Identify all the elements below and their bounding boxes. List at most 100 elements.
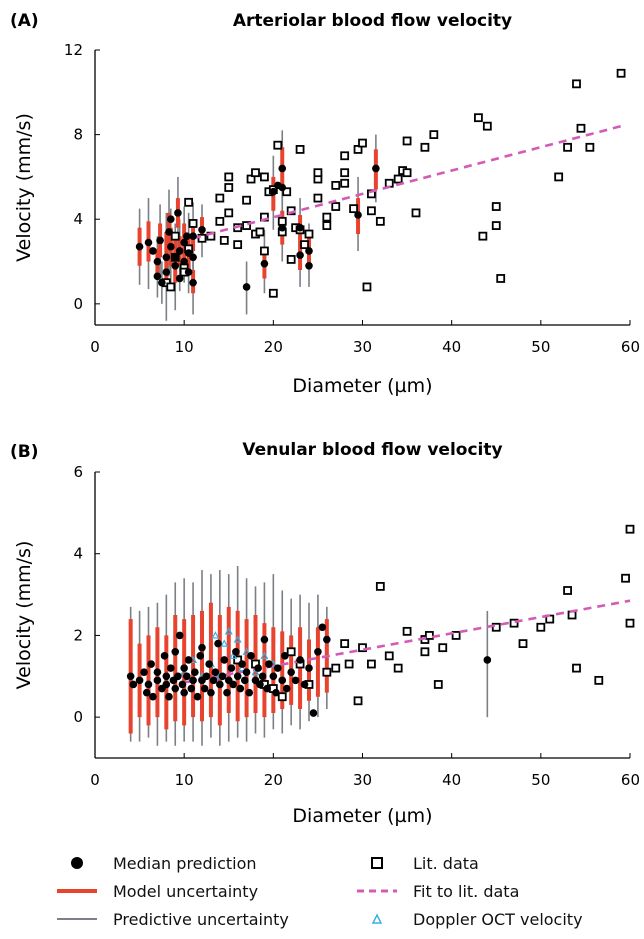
- panel-b-lit-data-point: [286, 647, 296, 657]
- panel-a-median-point: [296, 223, 304, 232]
- panel-a-lit-data-point: [491, 221, 501, 230]
- panel-a-lit-data-point: [268, 288, 278, 298]
- panel-b-doppler-point: [242, 647, 251, 655]
- panel-b-median-point: [229, 680, 238, 689]
- panel-b-lit-data-point: [277, 692, 287, 702]
- panel-b-median-point: [180, 688, 188, 697]
- panel-b-median-point: [193, 692, 202, 701]
- panel-a-median-point: [135, 242, 144, 251]
- panel-b-x-tick-label: 20: [264, 771, 283, 789]
- panel-b-median-point: [196, 652, 205, 660]
- panel-a-lit-data-point: [166, 282, 176, 292]
- panel-b-median-point: [166, 664, 175, 672]
- panel-a-lit-data-point: [358, 138, 367, 148]
- panel-a-lit-data-point: [277, 216, 287, 226]
- panel-a-median-point: [305, 261, 313, 270]
- panel-b-median-point: [200, 684, 209, 693]
- panel-a-median-point: [166, 242, 175, 251]
- panel-a-lit-data-point: [563, 142, 572, 152]
- panel-a-lit-data-point: [246, 174, 256, 184]
- panel-b-median-point: [220, 656, 229, 664]
- panel-a-lit-data-point: [349, 204, 358, 214]
- legend-item-fit: Fit to lit. data: [355, 879, 519, 903]
- panel-a-lit-data-point: [184, 197, 194, 207]
- panel-a-median-point: [153, 257, 162, 266]
- panel-b-median-point: [184, 656, 193, 664]
- panel-a-lit-data-point: [224, 183, 234, 192]
- panel-b-doppler-point: [229, 651, 238, 659]
- panel-a-median-point: [171, 261, 180, 270]
- panel-a-lit-data-point: [411, 208, 421, 218]
- panel-a-median-point: [242, 283, 251, 291]
- panel-b-lit-data-point: [451, 631, 461, 640]
- panel-b-median-point: [309, 709, 318, 717]
- panel-a-lit-data-point: [393, 174, 403, 184]
- panel-b-median-point: [171, 684, 180, 693]
- panel-a-fit-line: [192, 124, 622, 240]
- legend-item-model-uncertainty: Model uncertainty: [55, 879, 258, 903]
- panel-a-median-point: [189, 253, 197, 262]
- panel-a-median-point: [162, 253, 171, 262]
- panel-a-lit-data-point: [331, 180, 341, 190]
- panel-b-median-point: [202, 672, 211, 681]
- panel-a-lit-data-point: [331, 202, 341, 211]
- panel-b-lit-data-point: [322, 667, 332, 677]
- panel-a-lit-data-point: [233, 240, 243, 250]
- panel-a-median-point: [183, 232, 191, 240]
- panel-b-median-point: [218, 672, 227, 681]
- panel-a-median-point: [156, 236, 164, 245]
- panel-a-median-point: [171, 253, 180, 262]
- panel-a-median-point: [166, 215, 175, 224]
- legend-label: Doppler OCT velocity: [413, 909, 583, 929]
- panel-b-lit-data-point: [518, 639, 528, 648]
- panel-b-median-point: [153, 668, 162, 676]
- panel-b-lit-data-point: [621, 573, 630, 583]
- panel-a-median-point: [260, 259, 269, 268]
- panel-b-median-point: [265, 660, 273, 668]
- panel-b-y-tick-label: 0: [73, 708, 83, 726]
- panel-a-median-point: [296, 251, 304, 259]
- panel-b-median-point: [140, 668, 148, 676]
- panel-b-doppler-point: [260, 651, 269, 659]
- panel-b-median-point: [187, 684, 196, 693]
- panel-b-lit-data-point: [344, 659, 354, 669]
- panel-b-title: Venular blood flow velocity: [242, 440, 502, 460]
- panel-a-lit-data-point: [170, 231, 180, 241]
- panel-b-median-point: [189, 676, 197, 685]
- panel-a-lit-data-point: [340, 178, 350, 188]
- panel-a-lit-data-point: [286, 255, 296, 264]
- panel-b-x-tick-label: 30: [353, 771, 372, 789]
- panel-b-median-point: [153, 676, 162, 685]
- panel-a-x-tick-label: 10: [175, 338, 194, 356]
- panel-a-lit-data-point: [572, 79, 581, 89]
- panel-a-median-point: [189, 278, 197, 287]
- panel-b-median-point: [247, 652, 255, 660]
- panel-b-median-point: [318, 623, 327, 632]
- legend: Median prediction Model uncertainty Pred…: [0, 845, 644, 939]
- panel-b-lit-data-point: [393, 663, 403, 673]
- panel-b-median-point: [254, 664, 262, 672]
- panel-b-median-point: [211, 668, 220, 676]
- panel-a-x-tick-label: 20: [264, 338, 283, 356]
- panel-b-doppler-point: [238, 663, 247, 672]
- panel-b-lit-data-point: [402, 626, 412, 636]
- panel-b-median-point: [162, 672, 171, 681]
- panel-b-median-point: [147, 660, 155, 668]
- panel-b-median-point: [287, 668, 295, 676]
- panel-b-doppler-point: [251, 667, 260, 676]
- panel-b-lit-data-point: [509, 618, 519, 628]
- panel-b-lit-data-point: [331, 663, 341, 673]
- panel-b-median-point: [191, 668, 199, 676]
- open-square-icon: [355, 853, 399, 873]
- panel-a-median-point: [162, 268, 171, 276]
- legend-label: Model uncertainty: [113, 881, 259, 901]
- panel-b-median-point: [174, 672, 182, 681]
- panel-b-x-tick-label: 50: [531, 771, 550, 789]
- panel-b-fit-line: [183, 599, 631, 684]
- panel-b-label: (B): [10, 442, 39, 462]
- panel-a-lit-data-point: [251, 168, 260, 178]
- panel-b-median-point: [269, 672, 278, 681]
- panel-b-median-point: [245, 688, 254, 697]
- dot-icon: [55, 853, 99, 873]
